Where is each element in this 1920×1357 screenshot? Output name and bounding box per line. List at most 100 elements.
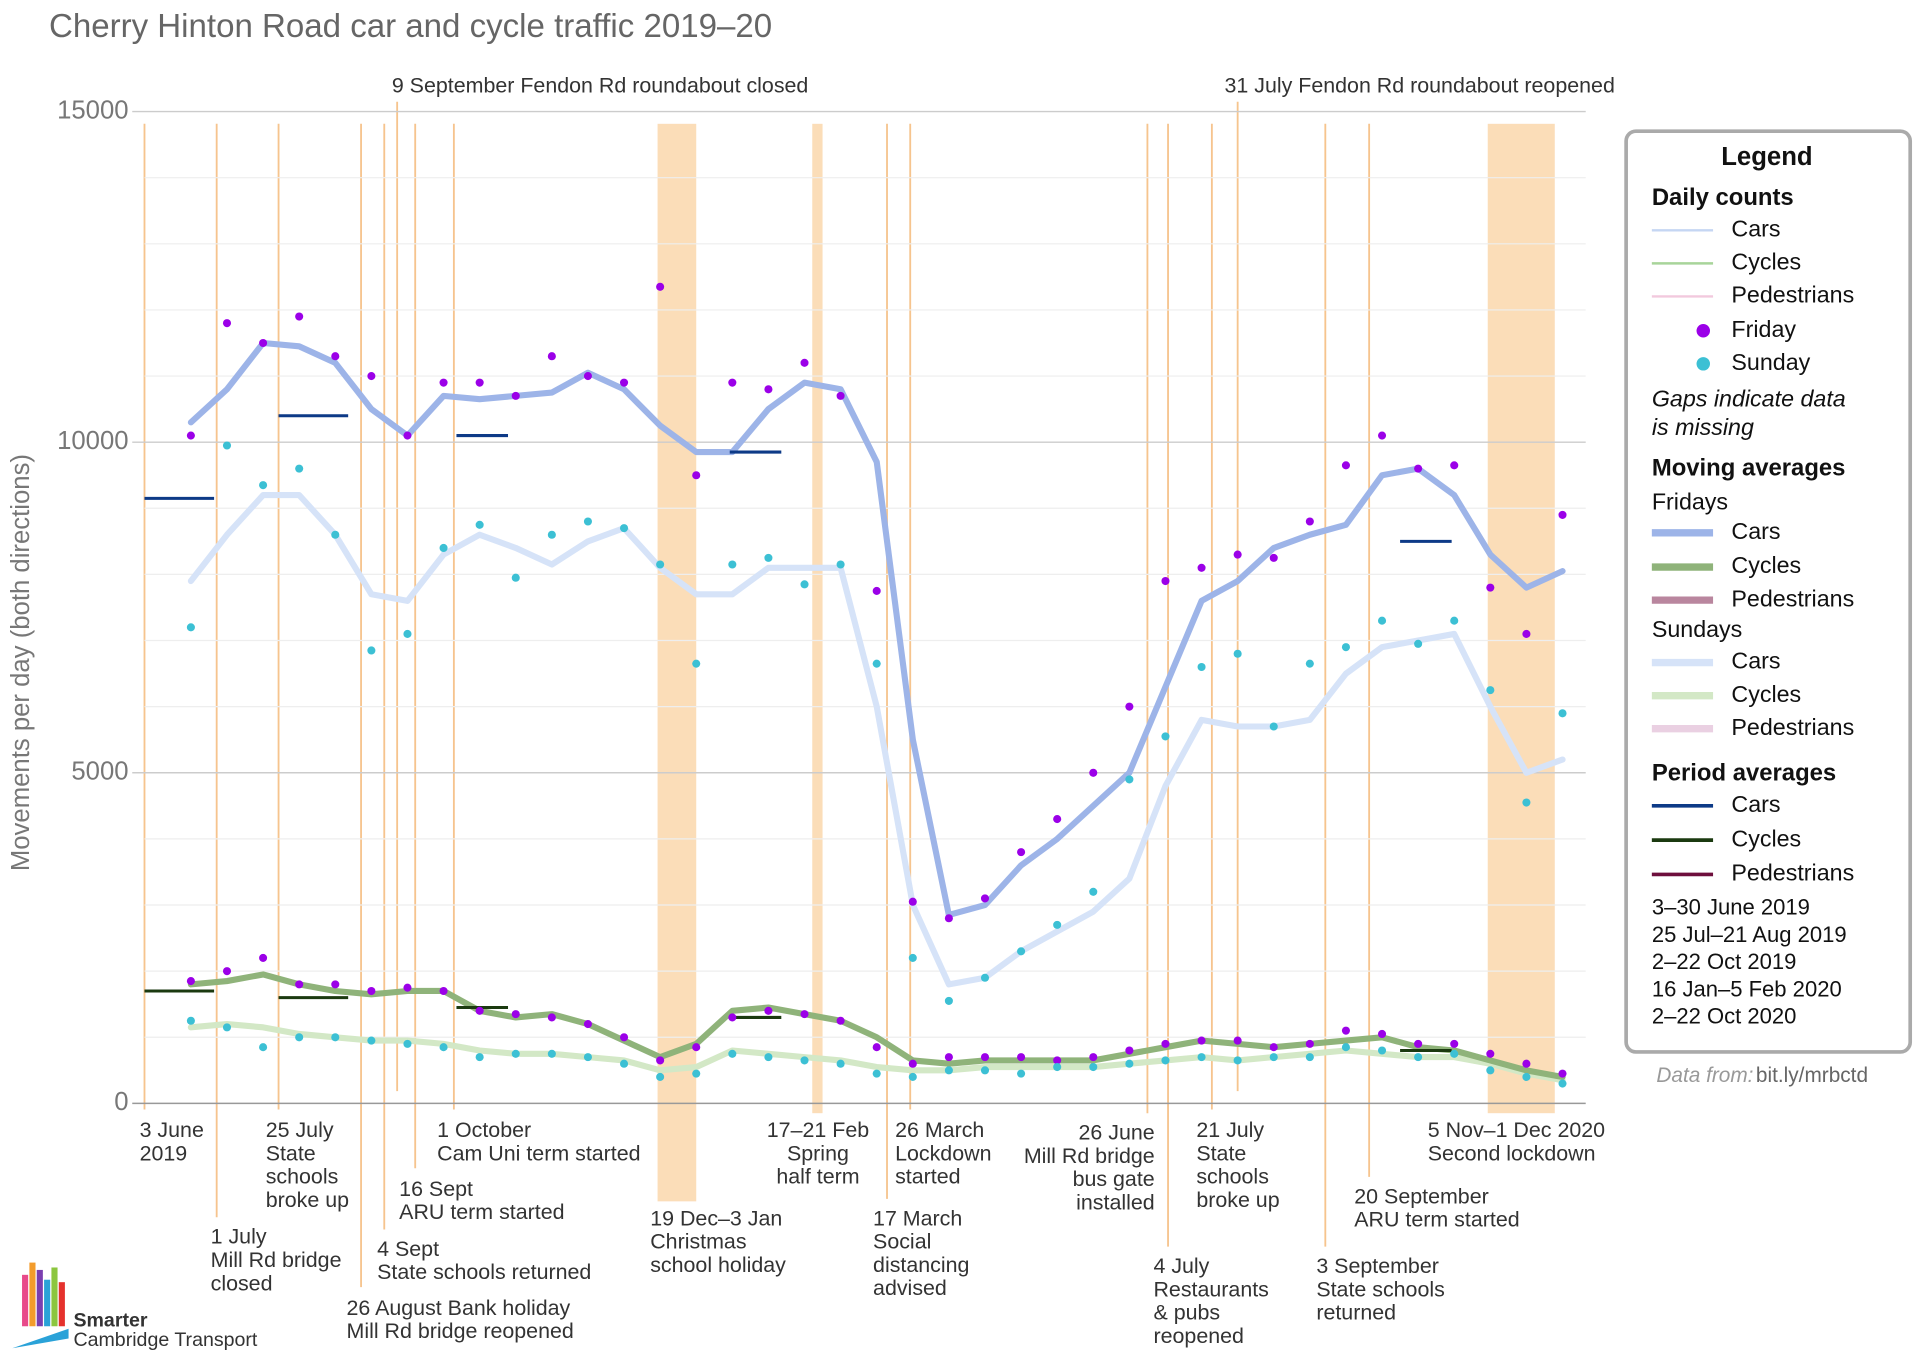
weekly-dot [1341, 1043, 1350, 1052]
logo-bar [22, 1274, 29, 1327]
annotation-text: Mill Rd bridge [211, 1248, 342, 1272]
weekly-dot [1197, 662, 1206, 672]
annotation-text: 1 July [211, 1225, 267, 1249]
annotation-text: 4 July [1153, 1254, 1209, 1278]
weekly-dot [800, 580, 809, 589]
shaded-period [1487, 123, 1555, 1114]
source-label: Data from: [1656, 1064, 1753, 1087]
moving-average-line [187, 1020, 1566, 1084]
annotation-text: 4 Sept [377, 1237, 439, 1261]
legend-label: Pedestrians [1731, 714, 1854, 740]
weekly-dot [1305, 1039, 1314, 1048]
annotation-text: school holiday [650, 1253, 786, 1277]
weekly-dot [1377, 1029, 1387, 1039]
annotation-text: broke up [266, 1188, 349, 1212]
weekly-dot [944, 1053, 953, 1062]
weekly-dot [764, 553, 773, 562]
weekly-dot [656, 1056, 665, 1065]
weekly-dot [547, 352, 556, 361]
weekly-dot [295, 1033, 304, 1042]
weekly-dot [475, 1006, 484, 1015]
annotation-text: ARU term started [1354, 1208, 1519, 1232]
weekly-dot [692, 1069, 701, 1078]
period-label: 16 Jan–5 Feb 2020 [1652, 976, 1842, 1001]
weekly-dot [1161, 576, 1170, 586]
y-tick-label: 15000 [57, 96, 128, 124]
weekly-dot [1233, 649, 1242, 658]
weekly-dot [1161, 1056, 1170, 1065]
legend-label: Cars [1731, 648, 1780, 674]
legend-note: is missing [1652, 414, 1754, 440]
weekly-dot [1269, 553, 1278, 562]
weekly-dot [728, 1013, 737, 1022]
logo-text: Smarter [73, 1310, 147, 1332]
weekly-dot [1125, 702, 1134, 711]
weekly-dot [1558, 1069, 1567, 1078]
weekly-dot [1414, 1039, 1423, 1048]
weekly-dot [728, 378, 737, 387]
weekly-dot [331, 1033, 340, 1042]
legend-note: Gaps indicate data [1652, 386, 1846, 412]
weekly-dot [367, 1036, 376, 1045]
weekly-dot [475, 1053, 484, 1062]
weekly-dot [692, 1043, 701, 1052]
weekly-dot [1125, 775, 1134, 784]
weekly-dot [259, 1043, 268, 1052]
logo-bar [29, 1262, 36, 1327]
weekly-dot [836, 560, 845, 569]
weekly-dot [222, 1023, 232, 1032]
weekly-dot [619, 1059, 629, 1068]
weekly-dot [186, 623, 195, 632]
weekly-dot [1377, 431, 1387, 440]
annotation-text: half term [776, 1165, 859, 1189]
annotation-text: 3 September [1316, 1254, 1439, 1278]
weekly-dot [1377, 1046, 1387, 1055]
weekly-dot [872, 659, 881, 668]
weekly-dot [222, 319, 232, 328]
weekly-dot [1125, 1059, 1134, 1068]
annotation-text: Second lockdown [1428, 1141, 1596, 1165]
weekly-dot [1450, 1039, 1459, 1048]
weekly-dot [980, 973, 990, 982]
annotation-text: State schools returned [377, 1260, 591, 1284]
weekly-dot [367, 372, 376, 381]
weekly-dot [1522, 1072, 1531, 1081]
weekly-dot [1558, 510, 1567, 519]
annotation-text: Social [873, 1230, 931, 1254]
annotation-text: 25 July [266, 1118, 334, 1142]
weekly-dot [1558, 1079, 1567, 1088]
legend-label: Friday [1731, 316, 1796, 342]
annotation-text: broke up [1196, 1188, 1279, 1212]
weekly-dot [475, 520, 484, 529]
annotation-text: 21 July [1196, 1118, 1264, 1142]
period-label: 25 Jul–21 Aug 2019 [1652, 922, 1847, 947]
annotation-text: State schools [1316, 1277, 1445, 1301]
weekly-dot [1305, 517, 1314, 526]
weekly-dot [439, 986, 448, 996]
annotation-text: 26 August Bank holiday [347, 1296, 571, 1320]
legend-label: Pedestrians [1731, 860, 1854, 886]
annotation-text: started [895, 1165, 960, 1189]
weekly-dot [980, 1066, 990, 1075]
weekly-dot [728, 560, 737, 569]
legend-label: Pedestrians [1731, 585, 1854, 611]
weekly-dot [944, 914, 953, 923]
annotation-text: 9 September Fendon Rd roundabout closed [392, 74, 809, 98]
weekly-dot [439, 543, 448, 553]
logo: Smarter Cambridge Transport [12, 1262, 258, 1351]
legend-label: Cycles [1731, 825, 1801, 851]
weekly-dot [1089, 887, 1098, 896]
weekly-dot [295, 980, 304, 989]
legend-label: Pedestrians [1731, 282, 1854, 308]
annotation-text: Restaurants [1153, 1277, 1268, 1301]
weekly-dot [872, 586, 881, 595]
weekly-dot [980, 894, 990, 903]
moving-average-line [187, 339, 1566, 919]
weekly-dot [656, 1072, 665, 1081]
weekly-dot [295, 464, 304, 473]
weekly-dot [1414, 464, 1423, 473]
logo-bar [51, 1267, 58, 1327]
weekly-dot [1305, 659, 1314, 668]
weekly-dot [728, 1049, 737, 1058]
